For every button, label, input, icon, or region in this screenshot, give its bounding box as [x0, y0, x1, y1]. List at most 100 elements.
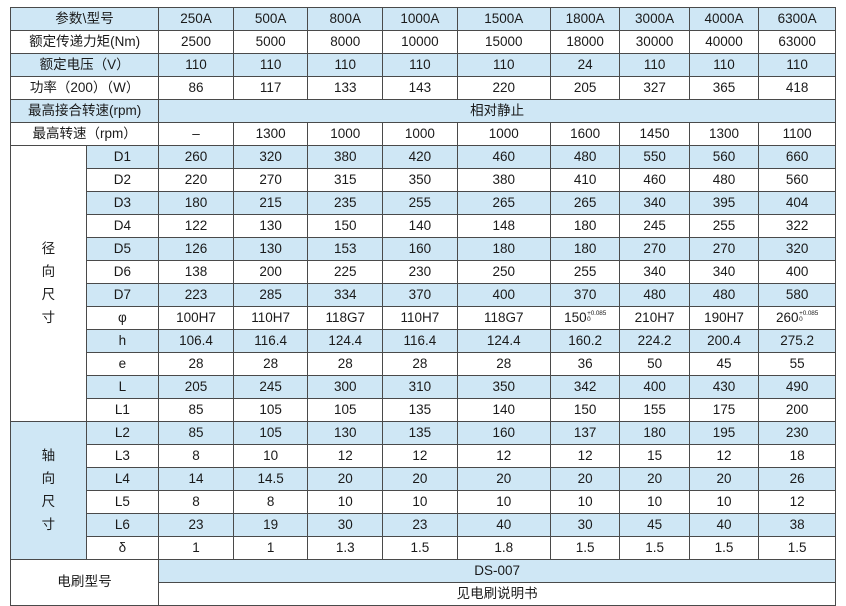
- data-cell: 490: [758, 375, 836, 399]
- data-cell: 24: [549, 53, 621, 77]
- table-row: D4 122 130 150 140 148 180 245 255 322: [11, 214, 836, 238]
- data-cell: 220: [158, 168, 234, 192]
- model-header-6300A: 6300A: [758, 7, 836, 31]
- data-cell: 430: [688, 375, 760, 399]
- data-cell: 55: [758, 352, 836, 376]
- model-header-800A: 800A: [307, 7, 384, 31]
- data-cell: 160: [382, 237, 458, 261]
- model-header-1000A: 1000A: [382, 7, 458, 31]
- data-cell: 225: [307, 260, 384, 284]
- data-cell: 270: [619, 237, 690, 261]
- data-cell: 19: [232, 513, 309, 537]
- dimension-label: e: [85, 352, 160, 376]
- data-cell: 28: [307, 352, 384, 376]
- data-cell: 215: [232, 191, 309, 215]
- data-cell: 118G7: [456, 306, 551, 330]
- data-cell: 260: [158, 145, 234, 169]
- data-cell: 40: [688, 513, 760, 537]
- table-header-row: 参数\型号 250A 500A 800A 1000A 1500A 1800A 3000A 400…: [9, 7, 836, 31]
- data-cell: 285: [232, 283, 309, 307]
- table-row: 额定传递力矩(Nm) 2500 5000 8000 10000 15000 18000 300…: [9, 30, 836, 54]
- dimension-label: D4: [85, 214, 160, 238]
- table-row: 额定电压（V） 110 110 110 110 110 24 110 110 110: [9, 53, 836, 77]
- data-cell: 155: [619, 398, 690, 422]
- table-row: L1 85 105 105 135 140 150 155 175 200: [11, 398, 836, 422]
- data-cell: 230: [382, 260, 458, 284]
- table-row: 轴向尺寸 L2 85 105 130 135 160 137 180 195 230: [10, 421, 836, 560]
- data-cell: 10: [456, 490, 551, 514]
- radial-section-label-char: 尺: [41, 287, 56, 302]
- data-cell: 255: [688, 214, 760, 238]
- data-cell: 1: [158, 536, 234, 560]
- data-cell: 550: [619, 145, 690, 169]
- data-cell: 200.4: [688, 329, 760, 353]
- data-cell: 138: [158, 260, 234, 284]
- data-cell: 340: [619, 191, 690, 215]
- brush-merged-value: 见电刷说明书: [158, 582, 836, 606]
- tolerance-lower: 0: [587, 316, 591, 324]
- data-cell: 195: [688, 421, 760, 445]
- data-cell: 1450: [619, 122, 690, 146]
- data-cell: 23: [158, 513, 234, 537]
- data-cell: 63000: [758, 30, 836, 54]
- data-cell: 23: [382, 513, 458, 537]
- data-cell: 370: [549, 283, 621, 307]
- data-cell: 480: [688, 168, 760, 192]
- data-cell: 14.5: [232, 467, 309, 491]
- data-cell-with-tolerance: 260 +0.085 0: [758, 306, 836, 330]
- data-cell: 18000: [549, 30, 621, 54]
- data-cell: 110: [619, 53, 690, 77]
- axial-section-label-char: 向: [41, 470, 56, 486]
- data-cell: 350: [382, 168, 458, 192]
- dimension-label: L: [85, 375, 160, 399]
- table-row: D6 138 200 225 230 250 255 340 340 400: [11, 260, 836, 284]
- model-header-250A: 250A: [158, 7, 234, 31]
- dimension-label: D5: [85, 237, 160, 261]
- dimension-label: L3: [85, 444, 160, 468]
- data-cell: 310: [382, 375, 458, 399]
- dimension-label: L4: [85, 467, 160, 491]
- data-cell: 327: [619, 76, 690, 100]
- table-row: L4 14 14.5 20 20 20 20 20 20 26: [11, 467, 836, 491]
- data-cell: 1000: [382, 122, 458, 146]
- table-row: L3 8 10 12 12 12 12 15 12 18: [11, 444, 836, 468]
- data-cell: 420: [382, 145, 458, 169]
- data-cell: 1.5: [619, 536, 690, 560]
- data-cell: 322: [758, 214, 836, 238]
- data-cell: 205: [549, 76, 621, 100]
- corner-header-label: 参数\型号: [9, 7, 160, 31]
- model-header-1800A: 1800A: [549, 7, 621, 31]
- data-cell: 1300: [688, 122, 760, 146]
- dimension-label: D7: [85, 283, 160, 307]
- radial-section-label-char: 寸: [41, 310, 56, 326]
- data-cell: 100H7: [158, 306, 234, 330]
- data-cell: 124.4: [456, 329, 551, 353]
- data-cell: 300: [307, 375, 384, 399]
- data-cell: 148: [456, 214, 551, 238]
- data-cell: 110H7: [232, 306, 309, 330]
- data-cell: 110: [307, 53, 384, 77]
- dimension-label: L5: [85, 490, 160, 514]
- data-cell: 14: [158, 467, 234, 491]
- data-cell: 117: [232, 76, 309, 100]
- data-cell: 660: [758, 145, 836, 169]
- table-row: e 28 28 28 28 28 36 50 45 55: [11, 352, 836, 376]
- data-cell: 340: [688, 260, 760, 284]
- data-cell: 255: [382, 191, 458, 215]
- data-cell: 30: [549, 513, 621, 537]
- row-label: 额定传递力矩(Nm): [9, 30, 160, 54]
- data-cell: 28: [456, 352, 551, 376]
- data-cell: 8000: [307, 30, 384, 54]
- data-cell: 380: [307, 145, 384, 169]
- data-cell: 255: [549, 260, 621, 284]
- data-cell: 124.4: [307, 329, 384, 353]
- data-cell: 350: [456, 375, 551, 399]
- table-row: φ 100H7 110H7 118G7 110H7 118G7 150 +0.085 0 210H…: [11, 306, 836, 330]
- data-cell: 395: [688, 191, 760, 215]
- data-cell: 10: [232, 444, 309, 468]
- data-cell: 28: [158, 352, 234, 376]
- table-row: 径向尺寸 D1 260 320 380 420 460 480 550 560 660: [10, 145, 836, 422]
- table-row: δ 1 1 1.3 1.5 1.8 1.5 1.5 1.5 1.5: [11, 536, 836, 560]
- data-cell: 15: [619, 444, 690, 468]
- data-cell: 116.4: [382, 329, 458, 353]
